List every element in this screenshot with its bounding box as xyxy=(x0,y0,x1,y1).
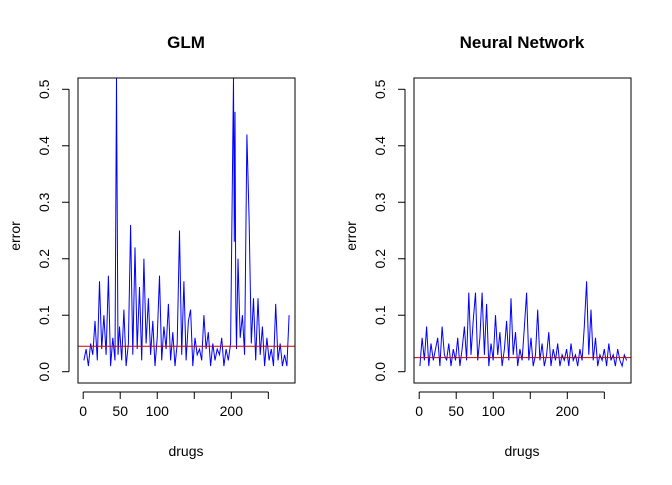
glm-y-axis-label: error xyxy=(7,221,23,251)
glm-x-tick-label: 200 xyxy=(220,403,244,419)
nn-y-tick-label: 0.2 xyxy=(372,249,388,269)
nn-y-tick-label: 0.5 xyxy=(372,79,388,99)
glm-y-tick-label: 0.2 xyxy=(36,249,52,269)
glm-plot-area: 0 50 100 200 0.0 0.1 0.2 0.3 0.4 0.5 xyxy=(36,77,296,419)
neural-network-y-axis-label: error xyxy=(343,221,359,251)
glm-title: GLM xyxy=(167,33,205,52)
nn-plot-frame xyxy=(413,77,632,384)
glm-y-tick-label: 0.5 xyxy=(36,79,52,99)
glm-y-tick-label: 0.3 xyxy=(36,192,52,212)
neural-network-panel: Neural Network drugs error 0 50 100 2000.00… xyxy=(343,33,632,459)
nn-error-series-line xyxy=(419,281,628,368)
glm-x-tick-label: 100 xyxy=(146,403,170,419)
nn-x-tick-label: 0 xyxy=(415,403,423,419)
glm-x-tick-label: 50 xyxy=(112,403,128,419)
nn-y-tick-label: 0.0 xyxy=(372,362,388,382)
neural-network-x-axis-label: drugs xyxy=(504,443,539,459)
glm-error-series-line xyxy=(83,78,290,367)
glm-y-tick-label: 0.4 xyxy=(36,136,52,156)
nn-x-tick-label: 100 xyxy=(482,403,506,419)
glm-x-tick-label: 0 xyxy=(79,403,87,419)
glm-y-tick-label: 0.1 xyxy=(36,305,52,325)
nn-y-tick-label: 0.3 xyxy=(372,192,388,212)
glm-y-tick-label: 0.0 xyxy=(36,362,52,382)
neural-network-title: Neural Network xyxy=(460,33,585,52)
neural-network-plot-area: 0 50 100 200 0.0 0.1 0.2 0.3 0.4 0.5 xyxy=(372,77,632,419)
nn-y-tick-label: 0.4 xyxy=(372,136,388,156)
glm-panel: GLM drugs error 0 50 100 200 0.0 0.1 0.2 0.3 0.4… xyxy=(7,33,296,459)
glm-x-axis-label: drugs xyxy=(168,443,203,459)
nn-x-tick-label: 200 xyxy=(556,403,580,419)
nn-y-tick-label: 0.1 xyxy=(372,305,388,325)
glm-plot-frame xyxy=(77,77,296,384)
nn-x-tick-label: 50 xyxy=(448,403,464,419)
